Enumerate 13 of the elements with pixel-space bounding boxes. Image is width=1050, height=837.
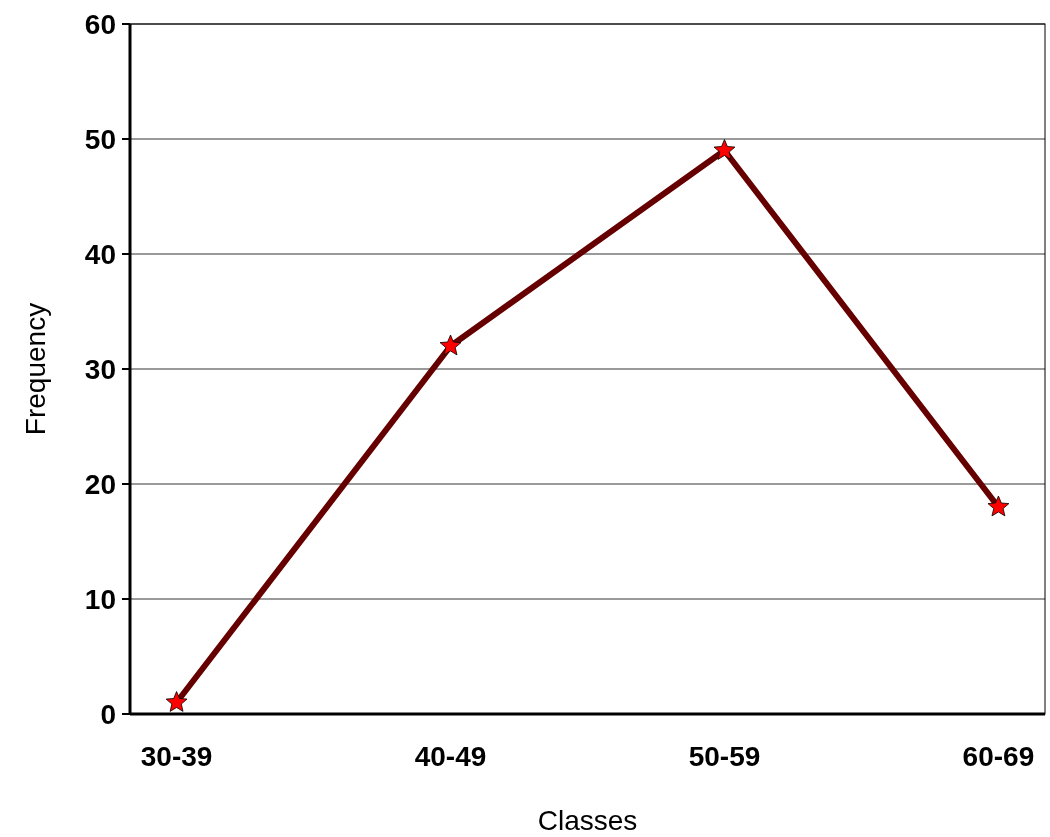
y-tick-label: 10 bbox=[84, 583, 116, 615]
y-tick-label: 20 bbox=[84, 468, 116, 500]
y-axis-title: Frequency bbox=[20, 302, 51, 436]
y-tick-label: 60 bbox=[84, 8, 116, 40]
x-tick-label: 30-39 bbox=[140, 741, 213, 772]
x-tick-label: 60-69 bbox=[962, 741, 1035, 772]
y-tick-label: 40 bbox=[84, 238, 116, 270]
x-axis-title: Classes bbox=[537, 805, 638, 836]
y-tick-label: 30 bbox=[84, 353, 116, 385]
y-tick-label: 50 bbox=[84, 123, 116, 155]
x-tick-label: 50-59 bbox=[688, 741, 761, 772]
x-tick-label: 40-49 bbox=[414, 741, 487, 772]
y-tick-label: 0 bbox=[100, 698, 116, 730]
